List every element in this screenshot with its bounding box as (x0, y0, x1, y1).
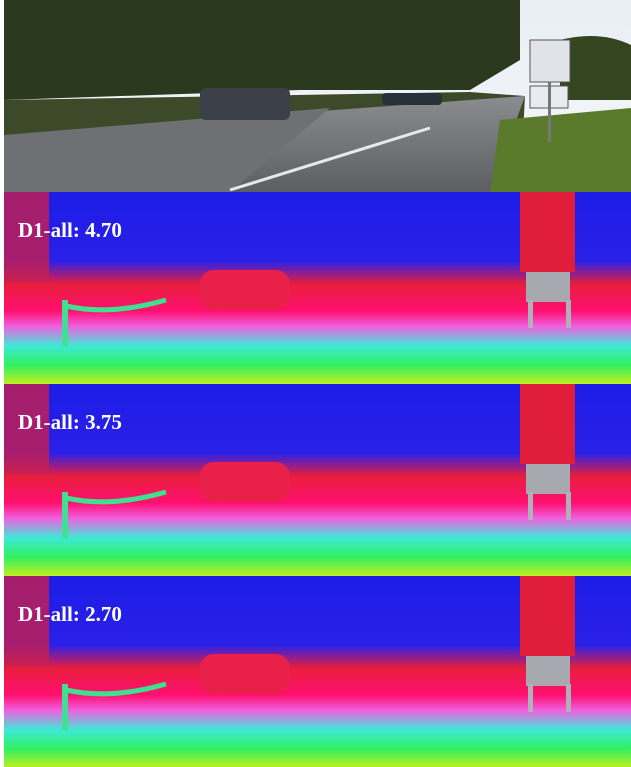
input-photo (4, 0, 631, 192)
panel-1: D1-all: 4.70 (4, 192, 631, 384)
metric-label: D1-all: 4.70 (18, 218, 122, 242)
figure: D1-all: 4.70 D1-all: 3.75 D1-all: 2.70 (0, 0, 631, 767)
panel-2: D1-all: 3.75 (4, 384, 631, 576)
page: D1-all: 4.70 D1-all: 3.75 D1-all: 2.70 (… (0, 0, 631, 767)
panel-3: D1-all: 2.70 (4, 576, 631, 767)
metric-label: D1-all: 3.75 (18, 410, 122, 434)
metric-label: D1-all: 2.70 (18, 602, 122, 626)
